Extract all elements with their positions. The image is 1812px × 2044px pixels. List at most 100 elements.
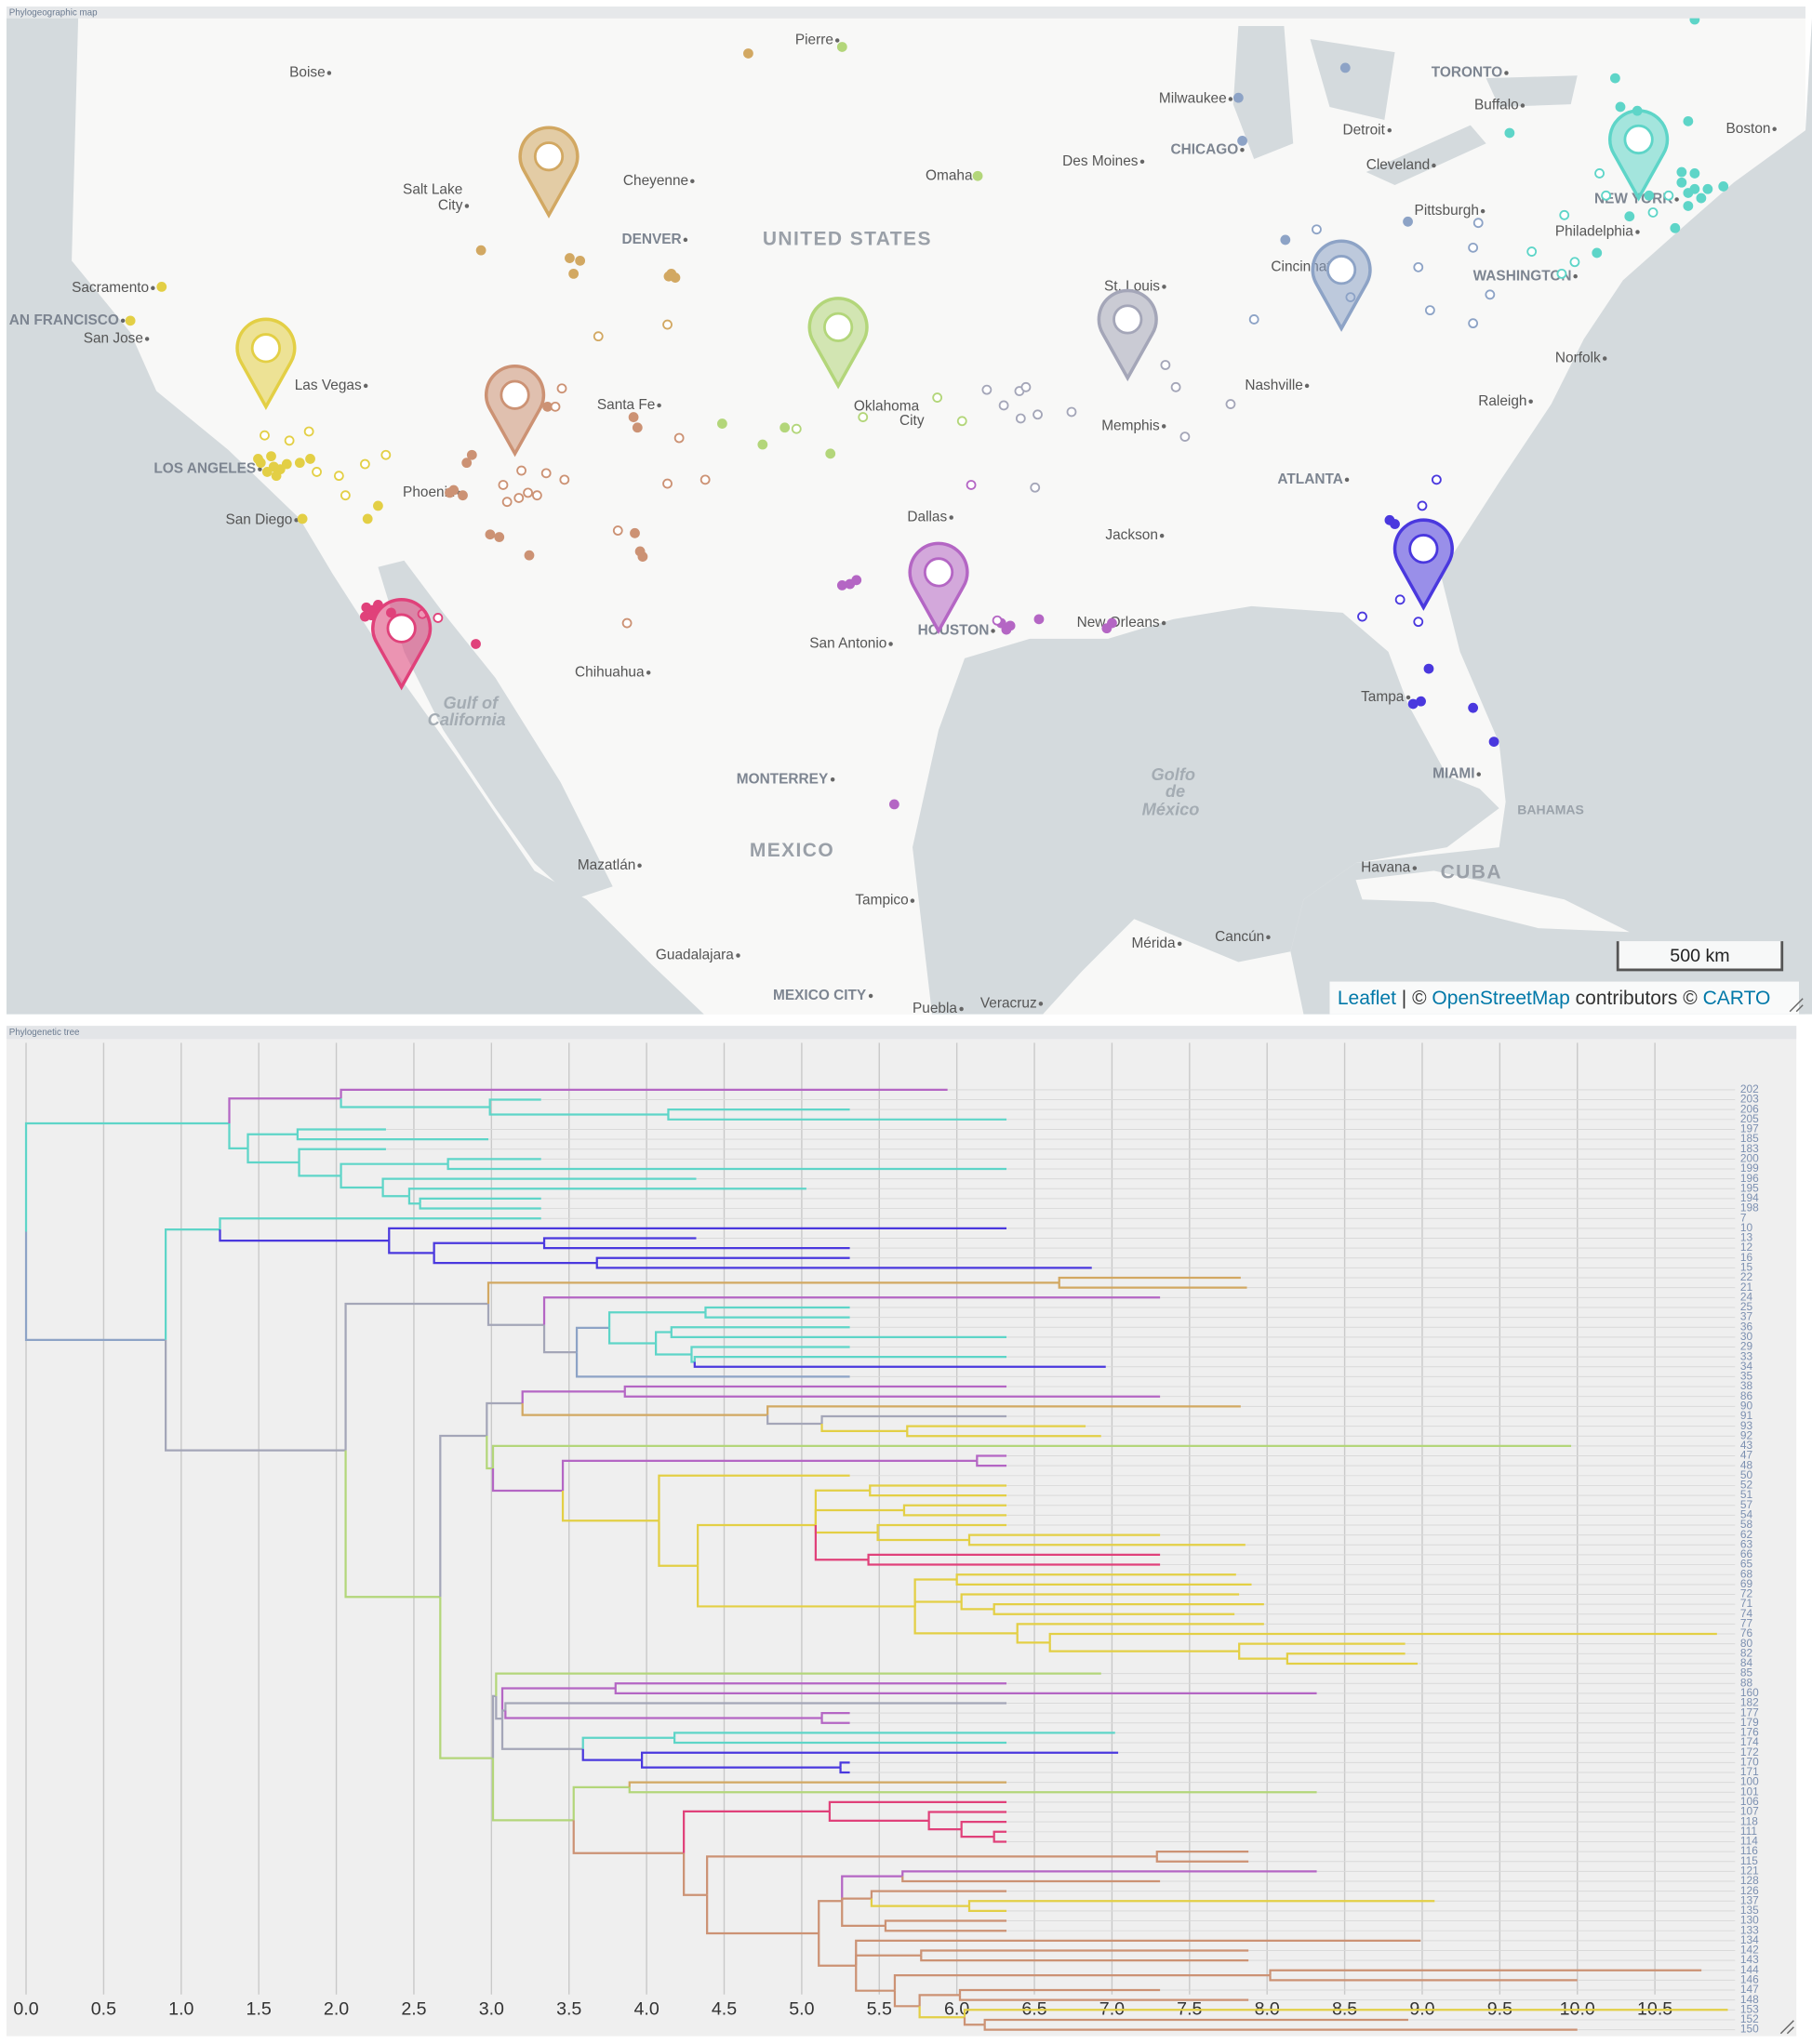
- sample-point: [498, 480, 509, 490]
- sample-point: [1339, 62, 1351, 73]
- sample-point: [966, 480, 977, 490]
- sample-point: [1232, 92, 1244, 103]
- branch: [993, 1837, 1007, 1843]
- location-pin[interactable]: [518, 126, 580, 219]
- branch: [165, 1228, 220, 1340]
- sample-point: [858, 412, 869, 422]
- tip-label: 51: [1740, 1488, 1753, 1501]
- text: | ©: [1396, 987, 1432, 1008]
- location-pin[interactable]: [235, 317, 297, 410]
- sample-point: [461, 458, 473, 469]
- branch: [893, 1990, 920, 2008]
- sample-point: [632, 422, 643, 433]
- tip-label: 22: [1740, 1270, 1753, 1283]
- link[interactable]: CARTO: [1703, 987, 1771, 1008]
- tip-label: 171: [1740, 1765, 1759, 1778]
- location-pin[interactable]: [1097, 288, 1158, 382]
- city-label: Mazatlán: [578, 857, 636, 873]
- branch: [690, 1346, 850, 1355]
- location-pin[interactable]: [807, 297, 869, 390]
- tip-label: 153: [1740, 2002, 1759, 2015]
- city-dot: [1528, 399, 1533, 404]
- sample-point: [1403, 216, 1413, 227]
- link[interactable]: OpenStreetMap: [1432, 987, 1569, 1008]
- city-label: MONTERREY: [737, 771, 829, 787]
- branch: [927, 1820, 962, 1831]
- location-pin[interactable]: [485, 365, 546, 458]
- branch: [673, 1732, 1115, 1738]
- location-pin[interactable]: [1608, 109, 1670, 202]
- x-tick-label: 2.5: [401, 1999, 426, 2020]
- city-label: HOUSTON: [918, 623, 990, 639]
- tip-label: 93: [1740, 1419, 1753, 1432]
- tip-label: 150: [1740, 2023, 1759, 2036]
- sample-point: [1559, 209, 1570, 220]
- sample-point: [475, 245, 486, 256]
- city-dot: [910, 898, 915, 903]
- tip-label: 7: [1740, 1211, 1747, 1224]
- sample-point: [448, 484, 460, 496]
- text: contributors ©: [1570, 987, 1703, 1008]
- link[interactable]: Leaflet: [1338, 987, 1396, 1008]
- city-dot: [657, 403, 661, 408]
- sample-point: [281, 458, 292, 470]
- branch: [1286, 1658, 1418, 1666]
- branch: [607, 1327, 657, 1345]
- sample-point: [998, 400, 1009, 411]
- attribution: Leaflet | © OpenStreetMap contributors ©…: [1338, 987, 1771, 1008]
- city-label: Nashville: [1245, 378, 1303, 393]
- tip-label: 33: [1740, 1349, 1753, 1362]
- sample-point: [1689, 168, 1700, 179]
- tip-label: 174: [1740, 1735, 1759, 1748]
- sample-point: [1030, 482, 1041, 493]
- sample-point: [568, 268, 580, 279]
- branch: [1016, 1623, 1264, 1634]
- tip-label: 65: [1740, 1558, 1753, 1571]
- sample-point: [1472, 218, 1484, 229]
- tip-label: 92: [1740, 1428, 1753, 1441]
- branch: [913, 1600, 962, 1607]
- branch: [884, 1925, 1007, 1932]
- location-pin[interactable]: [908, 541, 969, 635]
- city-dot: [646, 670, 651, 675]
- branch: [841, 1875, 903, 1902]
- city-dot: [1228, 97, 1233, 101]
- branch: [902, 1504, 1007, 1511]
- tip-label: 114: [1740, 1835, 1758, 1848]
- tip-label: 148: [1740, 1993, 1759, 2006]
- branch: [388, 1241, 434, 1254]
- branch: [488, 1107, 669, 1116]
- city-label: CUBA: [1441, 862, 1502, 883]
- location-pin[interactable]: [1311, 239, 1372, 332]
- tip-label: 69: [1740, 1577, 1753, 1590]
- tip-label: 86: [1740, 1389, 1753, 1402]
- tip-label: 48: [1740, 1458, 1753, 1471]
- location-pin[interactable]: [1392, 518, 1454, 611]
- sample-point: [1033, 409, 1043, 420]
- location-pin[interactable]: [371, 597, 433, 691]
- branch: [902, 1510, 1007, 1517]
- resize-handle[interactable]: [1779, 2020, 1794, 2035]
- branch: [855, 1965, 895, 1992]
- sample-point: [266, 451, 276, 462]
- resize-handle[interactable]: [1789, 998, 1804, 1013]
- tip-label: 144: [1740, 1963, 1759, 1976]
- sample-point: [743, 48, 753, 59]
- branch: [976, 1454, 1007, 1461]
- sample-point: [565, 253, 575, 263]
- map[interactable]: Pierre Boise Milwaukee TORONTO Buffalo Boston…: [7, 7, 1812, 1016]
- tip-label: 30: [1740, 1330, 1753, 1343]
- branch: [296, 1128, 386, 1135]
- tip-label: 203: [1740, 1093, 1759, 1106]
- branch: [958, 1988, 1161, 1996]
- island: [1355, 870, 1630, 933]
- branch: [1155, 1856, 1249, 1863]
- branch: [1269, 1969, 1702, 1976]
- branch: [581, 1736, 675, 1749]
- branch: [673, 1737, 1007, 1745]
- tip-label: 106: [1740, 1795, 1759, 1808]
- tip-label: 160: [1740, 1686, 1759, 1699]
- x-tick-label: 0.5: [91, 1999, 116, 2020]
- city-dot: [637, 863, 642, 869]
- city-label: Las Vegas: [295, 378, 362, 393]
